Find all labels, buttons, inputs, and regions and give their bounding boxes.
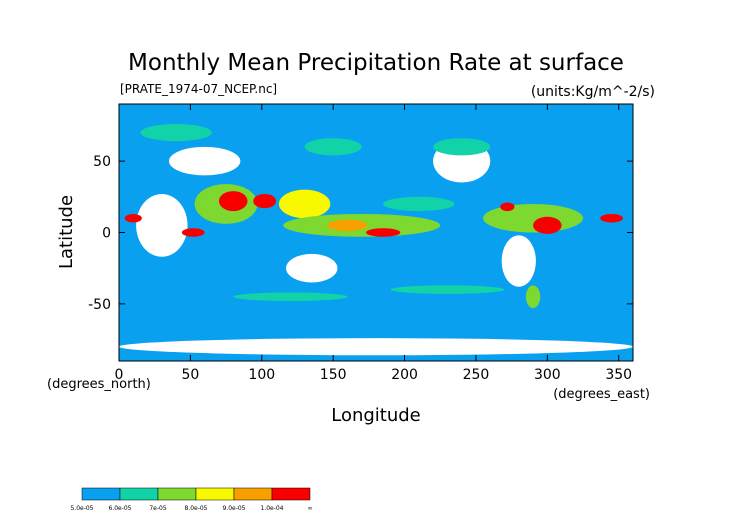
colorbar-label-6: ∞ (308, 505, 313, 512)
x-tick-label-4: 200 (391, 367, 418, 383)
colorbar-swatch-1 (119, 487, 159, 501)
colorbar-swatch-4 (233, 487, 273, 501)
land-mask-2 (501, 235, 536, 287)
colorbar-label-0: 5.0e-05 (70, 505, 93, 512)
precip-region-13 (383, 196, 455, 212)
precip-region-15 (304, 138, 362, 156)
precip-region-8 (181, 228, 205, 237)
x-tick-label-2: 100 (248, 367, 275, 383)
colorbar-label-3: 8.0e-05 (184, 505, 207, 512)
precip-region-14 (140, 123, 212, 142)
chart-subtitle-left: [PRATE_1974-07_NCEP.nc] (120, 82, 277, 96)
land-mask-0 (136, 193, 188, 257)
precip-region-6 (327, 219, 368, 232)
y-tick-label-2: 50 (93, 154, 111, 170)
colorbar-swatch-0 (81, 487, 121, 501)
precip-region-17 (233, 292, 348, 302)
chart-subtitle-right: (units:Kg/m^-2/s) (531, 84, 655, 100)
colorbar-label-4: 9.0e-05 (222, 505, 245, 512)
colorbar-label-5: 1.0e-04 (260, 505, 283, 512)
precip-region-11 (600, 213, 624, 223)
precip-region-10 (533, 216, 562, 234)
precip-region-12 (500, 202, 515, 212)
land-mask-5 (119, 338, 633, 356)
precip-region-2 (253, 193, 277, 209)
precip-region-19 (525, 285, 541, 309)
colorbar-swatch-3 (195, 487, 235, 501)
chart-title: Monthly Mean Precipitation Rate at surfa… (128, 50, 624, 76)
colorbar-label-1: 6.0e-05 (108, 505, 131, 512)
x-tick-label-7: 350 (605, 367, 632, 383)
y-tick-label-1: 0 (102, 226, 111, 242)
y-tick-label-0: -50 (88, 297, 111, 313)
land-mask-4 (168, 146, 241, 176)
precip-region-9 (483, 203, 584, 233)
colorbar-swatch-5 (271, 487, 311, 501)
land-mask-1 (286, 253, 338, 283)
precip-region-5 (366, 228, 401, 237)
precip-region-7 (124, 213, 142, 223)
precip-region-18 (390, 285, 505, 294)
y-unit-note: (degrees_north) (47, 377, 151, 392)
precip-region-16 (433, 138, 491, 156)
x-tick-label-6: 300 (534, 367, 561, 383)
y-axis-label: Latitude (56, 195, 77, 269)
x-tick-label-3: 150 (320, 367, 347, 383)
x-tick-label-5: 250 (463, 367, 490, 383)
precip-region-3 (278, 189, 331, 219)
x-unit-note: (degrees_east) (553, 387, 650, 402)
x-tick-label-1: 50 (181, 367, 199, 383)
colorbar: 5.0e-05 6.0e-05 7e-05 8.0e-05 9.0e-05 1.0e-04… (70, 487, 313, 512)
y-axis: -50 0 50 (88, 154, 633, 313)
x-axis-label: Longitude (331, 405, 421, 426)
colorbar-swatch-2 (157, 487, 197, 501)
colorbar-label-2: 7e-05 (149, 505, 166, 512)
x-axis: 0 50 100 150 200 250 300 350 (115, 104, 632, 383)
precip-region-1 (218, 191, 248, 212)
x-tick-label-0: 0 (115, 367, 124, 383)
plot-area (118, 103, 634, 362)
